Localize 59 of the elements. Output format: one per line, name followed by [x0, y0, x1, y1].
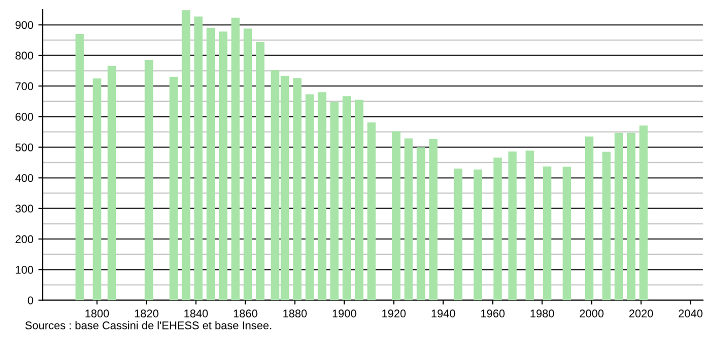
bar — [218, 32, 228, 300]
bar — [639, 125, 648, 300]
bar — [562, 166, 572, 300]
bar — [169, 76, 178, 300]
x-tick-label: 1940 — [432, 310, 456, 318]
bar — [429, 138, 438, 300]
bar — [256, 42, 264, 300]
bar — [493, 158, 502, 300]
x-tick-label: 1920 — [382, 310, 406, 318]
x-tick-label: 1900 — [332, 310, 356, 318]
bar — [367, 122, 376, 300]
bar — [182, 10, 190, 300]
bar — [293, 78, 302, 300]
x-tick-label: 2000 — [580, 310, 604, 318]
bar — [474, 170, 482, 300]
y-tick-label: 500 — [15, 143, 34, 152]
x-tick-label: 2040 — [678, 310, 702, 318]
bar — [144, 60, 154, 300]
x-tick-label: 1960 — [481, 310, 505, 318]
bar — [542, 166, 552, 300]
y-tick-label: 0 — [28, 296, 34, 304]
bar — [614, 132, 624, 300]
bar — [342, 96, 351, 300]
x-tick-label: 1880 — [283, 310, 307, 318]
y-tick-label: 600 — [16, 112, 34, 121]
y-tick-label: 200 — [16, 235, 34, 244]
bar — [318, 92, 326, 300]
x-tick-label: 1980 — [530, 310, 554, 318]
bar — [454, 168, 462, 300]
bar — [508, 152, 517, 300]
y-tick-label: 300 — [15, 204, 34, 213]
bar — [244, 28, 252, 300]
bar — [602, 152, 611, 300]
bar — [108, 66, 116, 300]
y-tick-label: 100 — [16, 266, 34, 274]
x-tick-label: 1800 — [85, 310, 109, 318]
y-tick-label: 900 — [16, 21, 34, 29]
x-tick-label: 1840 — [184, 310, 208, 318]
x-tick-label: 1820 — [134, 310, 158, 318]
bar — [626, 132, 636, 300]
bar — [206, 28, 215, 300]
source-note: Sources : base Cassini de l'EHESS et base Insee. — [25, 321, 272, 330]
bar — [526, 150, 534, 300]
bar — [231, 18, 240, 300]
x-tick-label: 1860 — [234, 310, 258, 318]
bar — [584, 136, 594, 300]
bar — [92, 78, 102, 300]
bar — [330, 102, 339, 300]
y-tick-label: 800 — [16, 52, 34, 60]
bar — [416, 147, 426, 300]
x-tick-label: 2020 — [629, 310, 653, 318]
y-tick-label: 400 — [15, 174, 34, 182]
y-tick-label: 700 — [16, 82, 34, 90]
bar — [404, 138, 413, 300]
bar — [392, 131, 400, 300]
bar — [305, 94, 314, 300]
bar — [354, 100, 364, 300]
bar — [194, 16, 203, 300]
bar — [75, 34, 84, 300]
